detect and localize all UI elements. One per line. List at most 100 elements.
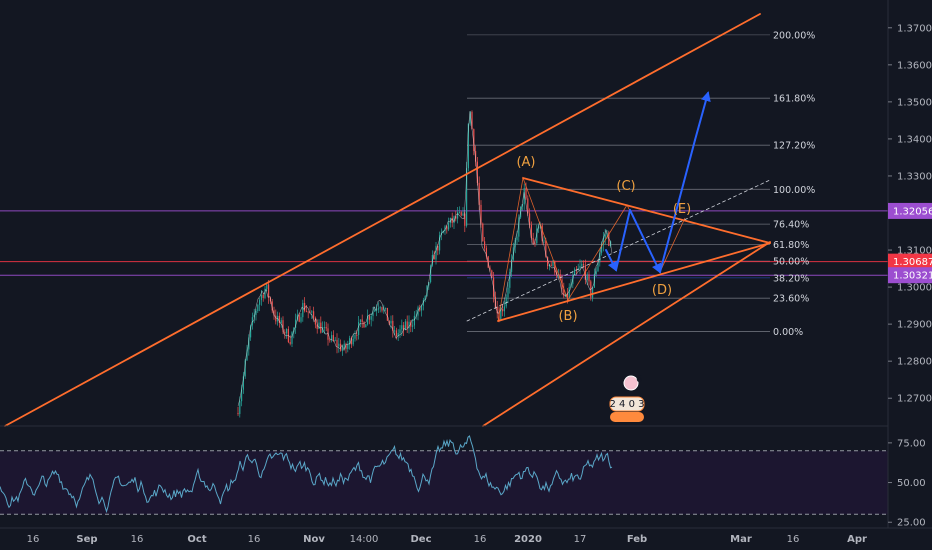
price-tick-label: 1.29000 [897,320,932,331]
event-badge-top[interactable] [623,375,639,391]
candle-body [430,265,432,283]
wave-label: (B) [558,309,577,324]
candle-body [408,321,410,329]
candle-body [318,322,320,329]
candle-body [559,274,561,280]
wave-label: (A) [516,155,535,170]
time-tick-label: 16 [474,534,487,545]
time-axis[interactable]: 16 Sep 16 Oct 16 Nov 14:00 Dec 16 2020 17 Feb Mar 16 A… [27,534,867,545]
candle-body [601,245,603,253]
time-tick-label: 2020 [514,534,542,545]
candle-body [367,315,369,325]
event-badge-bottom[interactable] [609,396,645,412]
candle-body [448,223,450,230]
candle-body [363,322,365,328]
fib-level-label: 50.00% [773,257,809,268]
candle-body [273,310,275,316]
price-tick-label: 1.30000 [897,283,932,294]
fib-level-label: 61.80% [773,240,809,251]
rsi-tick-label: 25.00 [897,518,926,529]
fib-level-label: 100.00% [773,185,815,196]
candle-body [446,226,448,230]
event-badge-text: 2 4 0 3 [610,399,645,410]
candle-body [574,269,576,276]
price-tag-box [888,253,932,270]
price-tick-label: 1.31000 [897,246,932,257]
candle-body [358,322,360,335]
candle-body [462,213,464,216]
event-badges[interactable]: 6 2 4 0 3 [609,374,645,422]
price-tick-label: 1.36000 [897,60,932,71]
fib-diagonal [466,179,771,322]
rsi-indicator [0,435,613,514]
candle-body [496,306,498,314]
candle-body [525,187,527,199]
candle-body [341,348,343,351]
candle-body [251,317,253,326]
projection-segment [615,209,631,271]
time-tick-label: Apr [847,534,867,545]
candle-body [536,228,538,244]
candle-body [323,327,325,328]
candle-body [597,262,599,272]
candle-body [300,317,302,322]
channel-upper-line [4,13,761,427]
candle-body [354,334,356,339]
candle-body [305,310,307,312]
candle-body [457,212,459,219]
candle-body [253,314,255,318]
fib-labels: 200.00% 161.80% 127.20% 100.00% 76.40% 61.80%… [773,30,815,338]
candle-body [521,204,523,207]
time-tick-label: 16 [27,534,40,545]
candle-body [532,237,534,244]
candle-body [455,216,457,219]
candle-body [563,289,565,297]
candle-body [291,332,293,344]
time-tick-label: 16 [787,534,800,545]
candle-body [547,256,549,267]
price-tick-label: 1.33000 [897,171,932,182]
candle-body [372,311,374,317]
candle-body [464,213,466,226]
candle-body [343,343,345,349]
candle-body [289,342,291,344]
time-tick-label: 16 [131,534,144,545]
candle-body [538,227,540,229]
candle-body [541,225,543,241]
rsi-axis[interactable]: 75.00 50.00 25.00 [888,438,926,529]
candle-body [278,315,280,324]
candle-body [403,325,405,330]
candle-body [451,217,453,223]
candle-body [608,232,610,246]
price-axis[interactable]: 1.37000 1.36000 1.35000 1.34000 1.33000 1.310… [888,23,932,405]
time-tick-label: 14:00 [350,534,379,545]
candle-body [424,295,426,301]
candle-body [482,223,484,242]
candle-body [518,217,520,237]
candle-body [579,265,581,269]
candle-body [449,217,451,224]
candle-body [500,308,502,321]
price-tick-label: 1.37000 [897,23,932,34]
candle-body [376,309,378,311]
wave-label: (D) [652,283,672,298]
candle-body [295,319,297,328]
candle-body [386,307,388,321]
candle-body [568,286,570,298]
candle-body [469,111,471,124]
candle-body [237,413,239,414]
candle-body [356,334,358,336]
event-badge-count: 6 [636,374,642,385]
candle-body [554,261,556,273]
candle-body [241,389,243,402]
candle-body [250,325,252,338]
candle-body [298,314,300,322]
candle-body [392,320,394,332]
candle-body [345,343,347,349]
candle-body [581,264,583,266]
candle-body [511,259,513,272]
candle-body [503,306,505,312]
candle-body [485,248,487,257]
candle-body [595,271,597,275]
